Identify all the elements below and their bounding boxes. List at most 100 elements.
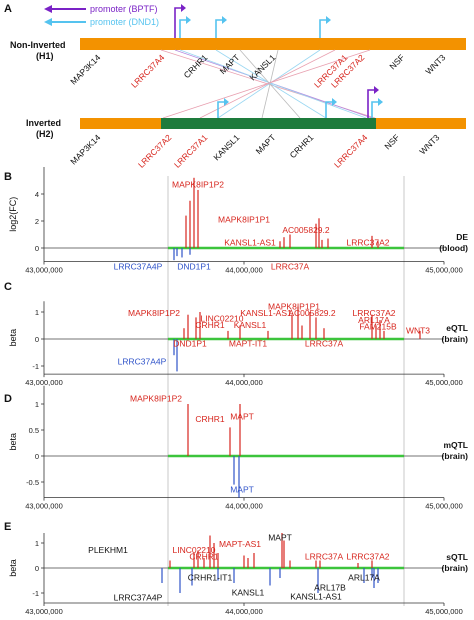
y-axis-label: beta xyxy=(8,559,18,577)
assay-label: (brain) xyxy=(442,334,469,344)
y-axis-label: log2(FC) xyxy=(8,197,18,232)
gene-label: KANSL1 xyxy=(247,52,277,82)
x-tick-label: 43,000,000 xyxy=(25,502,63,511)
h2-dnd1-promoter-arrowhead-3 xyxy=(378,98,383,106)
h2-dnd1-promoter-icon xyxy=(217,101,226,118)
x-tick-label: 44,000,000 xyxy=(225,607,263,616)
gene-annotation: LRRC37A2 xyxy=(347,551,390,561)
h1-label: Non-Inverted xyxy=(10,40,66,50)
gene-annotation: FAM215B xyxy=(359,322,397,332)
gene-annotation: MAPT xyxy=(268,533,292,543)
gene-label: MAPT xyxy=(254,132,278,156)
link-line xyxy=(215,49,327,119)
x-tick-label: 45,000,000 xyxy=(425,266,463,275)
gene-annotation: KANSL1 xyxy=(234,320,267,330)
y-tick-label: 2 xyxy=(35,217,39,226)
y-axis-label: beta xyxy=(8,329,18,347)
x-tick-label: 44,000,000 xyxy=(225,378,263,387)
gene-annotation: DND1P1 xyxy=(173,339,207,349)
h1-bar xyxy=(80,38,466,50)
gene-annotation: LINC02210 xyxy=(200,313,243,323)
y-axis-label: beta xyxy=(8,433,18,451)
h1-dnd1-promoter-arrowhead-3 xyxy=(326,16,331,24)
bptf-arrow-icon xyxy=(44,5,52,13)
y-tick-label: 1 xyxy=(35,539,39,548)
gene-annotation: MAPT-IT1 xyxy=(229,339,268,349)
gene-annotation: MAPK8IP1P1 xyxy=(268,301,320,311)
gene-annotation: CRHR1 xyxy=(195,414,225,424)
gene-annotation: CRHR1-IT1 xyxy=(188,573,233,583)
panel-letter: E xyxy=(4,521,11,533)
assay-label: (brain) xyxy=(442,451,469,461)
link-line xyxy=(261,49,279,119)
gene-annotation: CRHR1 xyxy=(195,320,225,330)
assay-label: mQTL xyxy=(443,440,468,450)
panel-letter: D xyxy=(4,393,12,405)
gene-label: MAPT xyxy=(218,52,242,76)
gene-annotation: KANSL1 xyxy=(232,588,265,598)
h1-gene-labels: MAP3K14 LRRC37A4 CRHR1 MAPT KANSL1 LRRC37A1LR… xyxy=(68,52,447,90)
assay-label: (brain) xyxy=(442,563,469,573)
panel-a-letter: A xyxy=(4,3,12,15)
assay-label: (blood) xyxy=(439,243,468,253)
h1-dnd1-promoter-icon-2 xyxy=(215,19,224,38)
panel-letter: C xyxy=(4,281,12,293)
gene-label: LRRC37A4 xyxy=(332,132,370,170)
h1-dnd1-promoter-icon xyxy=(179,19,188,38)
x-tick-label: 44,000,000 xyxy=(225,502,263,511)
gene-annotation: AC005829.2 xyxy=(282,225,330,235)
gene-annotation: MAPT xyxy=(230,484,254,494)
gene-label: LRRC37A2 xyxy=(136,132,174,170)
y-tick-label: 0 xyxy=(35,335,39,344)
gene-label: WNT3 xyxy=(417,132,441,156)
x-tick-label: 45,000,000 xyxy=(425,378,463,387)
legend-bptf: promoter (BPTF) xyxy=(44,4,158,14)
legend-dnd1-label: promoter (DND1) xyxy=(90,17,159,27)
legend-dnd1: promoter (DND1) xyxy=(44,17,159,27)
gene-label: LRRC37A4 xyxy=(129,52,167,90)
y-tick-label: -0.5 xyxy=(26,478,39,487)
gene-annotation: LINC02210 xyxy=(172,545,215,555)
gene-annotation: ARL17A xyxy=(348,573,380,583)
gene-label: NSF xyxy=(387,52,406,71)
y-tick-label: 1 xyxy=(35,308,39,317)
h1-dnd1-promoter-arrowhead-2 xyxy=(222,16,227,24)
gene-label: CRHR1 xyxy=(182,52,210,80)
gene-annotation: MAPK8IP1P1 xyxy=(218,214,270,224)
assay-label: sQTL xyxy=(446,552,468,562)
link-line xyxy=(179,49,367,119)
dnd1-arrow-icon xyxy=(44,18,52,26)
x-tick-label: 45,000,000 xyxy=(425,502,463,511)
panel-a: A promoter (BPTF) promoter (DND1) Non-In… xyxy=(4,3,466,170)
h1-bptf-promoter-arrowhead xyxy=(181,4,186,12)
gene-annotation: DND1P1 xyxy=(177,262,211,272)
h2-dnd1-promoter-arrowhead xyxy=(224,98,229,106)
gene-annotation: LRRC37A xyxy=(305,551,344,561)
h1-sublabel: (H1) xyxy=(36,51,54,61)
gene-label: WNT3 xyxy=(423,52,447,76)
inversion-links xyxy=(160,49,376,119)
y-tick-label: 0 xyxy=(35,564,39,573)
h2-bptf-promoter-arrowhead xyxy=(374,86,379,94)
y-tick-label: 0.5 xyxy=(29,426,39,435)
gene-label: KANSL1 xyxy=(211,132,241,162)
gene-annotation: WNT3 xyxy=(406,326,430,336)
gene-annotation: KANSL1-AS1 xyxy=(290,591,342,601)
gene-label: LRRC37A1 xyxy=(172,132,210,170)
gene-annotation: KANSL1-AS1 xyxy=(224,237,276,247)
gene-annotation: MAPT xyxy=(230,412,254,422)
gene-annotation: LRRC37A xyxy=(271,262,310,272)
y-tick-label: 1 xyxy=(35,400,39,409)
assay-label: eQTL xyxy=(446,323,468,333)
h2-sublabel: (H2) xyxy=(36,129,54,139)
gene-annotation: LRRC37A4P xyxy=(118,357,167,367)
y-tick-label: -1 xyxy=(32,589,39,598)
gene-label: MAP3K14 xyxy=(68,52,102,86)
gene-annotation: LRRC37A2 xyxy=(347,237,390,247)
h2-dnd1-promoter-arrowhead-2 xyxy=(332,98,337,106)
link-line xyxy=(162,49,371,119)
y-tick-label: 0 xyxy=(35,452,39,461)
